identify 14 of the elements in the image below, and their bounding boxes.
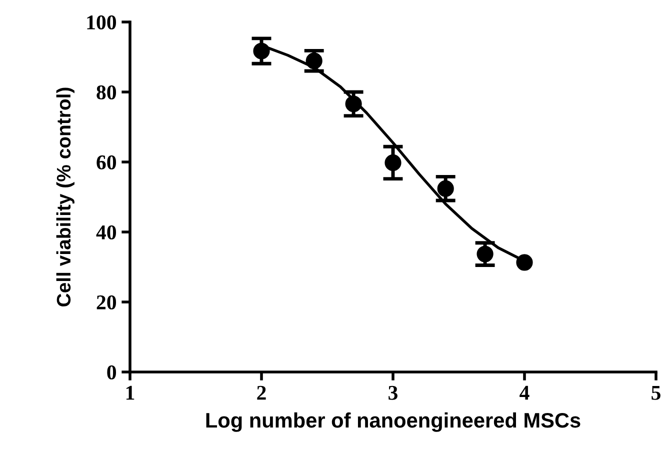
x-tick-label: 3 [388, 386, 398, 400]
y-tick-label: 40 [96, 225, 116, 240]
x-tick-label: 5 [652, 386, 660, 400]
y-axis-title: Cell viability (% control) [56, 88, 74, 306]
y-tick-label: 20 [96, 295, 116, 310]
x-tick-label: 4 [520, 386, 530, 400]
y-tick-label: 0 [107, 365, 116, 380]
point [516, 254, 533, 271]
y-tick-label: 60 [96, 155, 116, 170]
x-axis-title: Log number of nanoengineered MSCs [206, 412, 580, 432]
x-tick-label: 1 [126, 386, 134, 400]
y-tick-label: 100 [87, 15, 116, 30]
y-tick-label: 80 [96, 85, 116, 100]
x-tick-label: 2 [257, 386, 266, 400]
